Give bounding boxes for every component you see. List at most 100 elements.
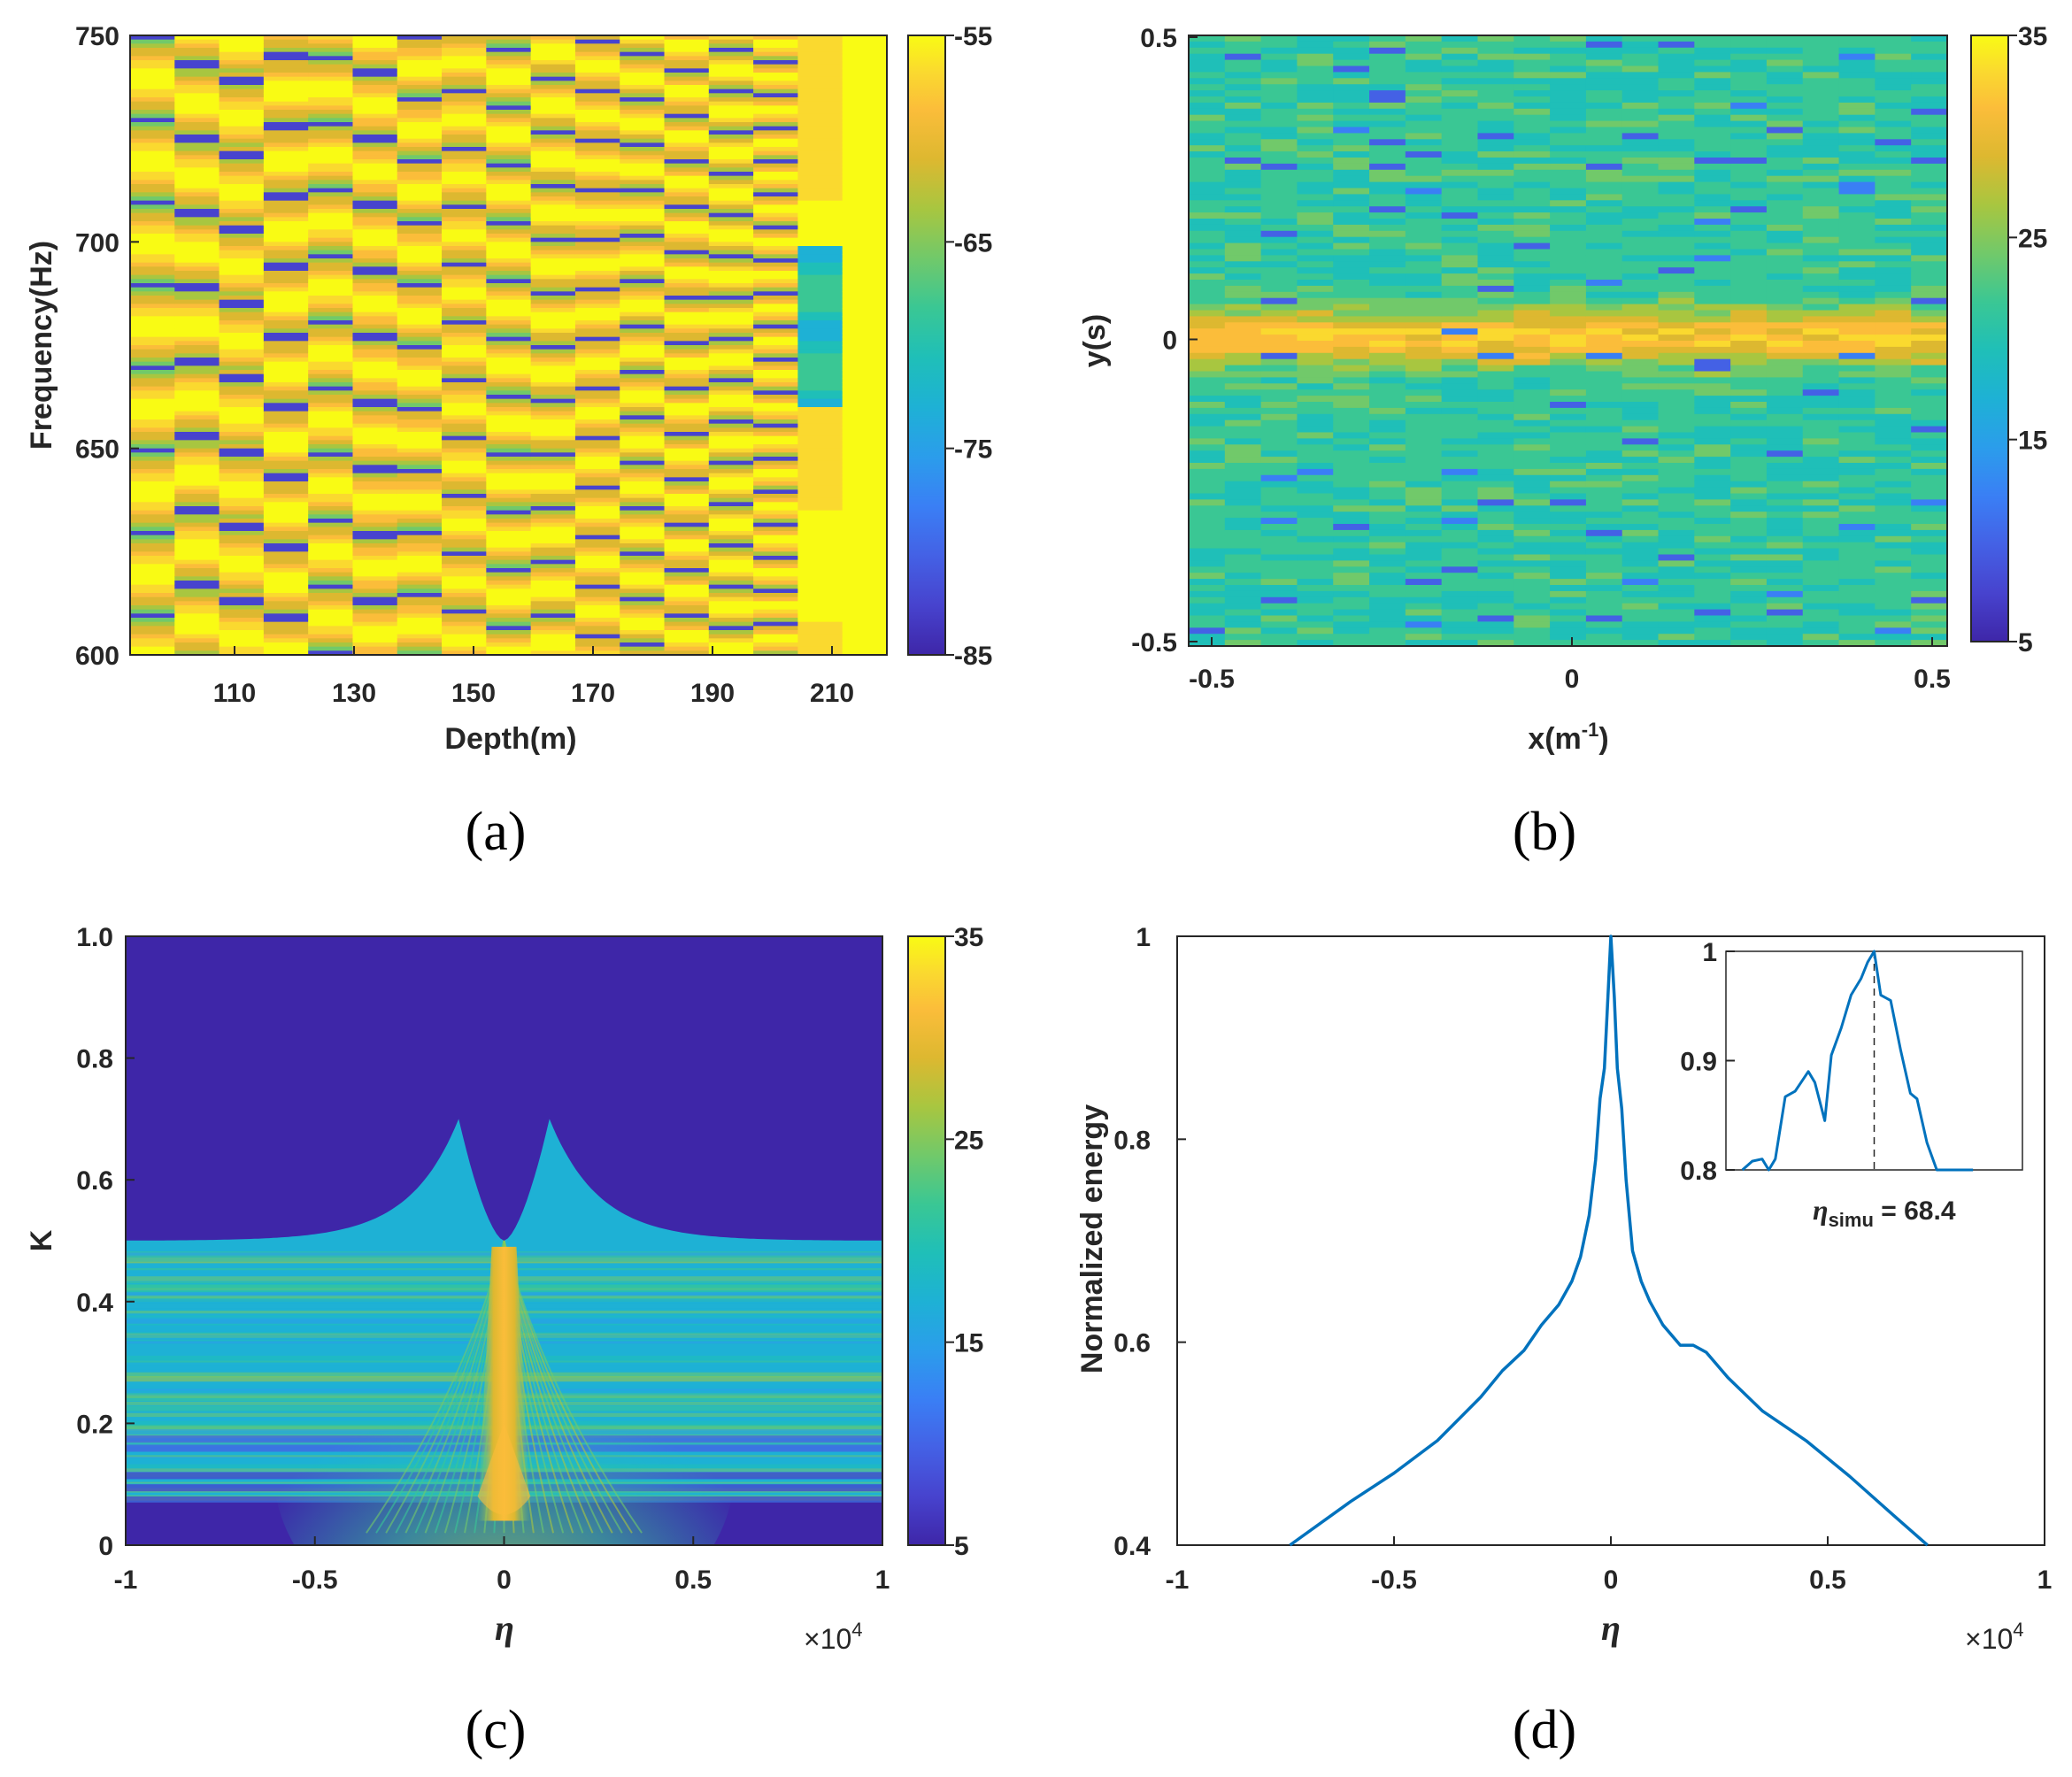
heatmap-cell <box>1585 560 1623 567</box>
heatmap-cell <box>1694 145 1731 152</box>
heatmap-cell <box>1730 426 1768 434</box>
heatmap-cell <box>1875 236 1912 244</box>
heatmap-cell <box>842 296 888 301</box>
heatmap-cell <box>797 296 843 301</box>
heatmap-cell <box>842 473 888 478</box>
heatmap-cell <box>263 407 309 412</box>
heatmap-cell <box>708 192 754 197</box>
heatmap-cell <box>797 581 843 586</box>
heatmap-cell <box>842 349 888 354</box>
heatmap-cell <box>1911 188 1948 195</box>
heatmap-cell <box>1766 573 1804 580</box>
heatmap-cell <box>1658 188 1695 195</box>
heatmap-cell <box>1766 139 1804 146</box>
heatmap-cell <box>1477 304 1514 312</box>
heatmap-cell <box>842 93 888 98</box>
heatmap-cell <box>574 76 620 81</box>
heatmap-cell <box>130 200 175 205</box>
heatmap-cell <box>708 535 754 540</box>
heatmap-cell <box>753 43 799 49</box>
heatmap-cell <box>486 229 532 235</box>
heatmap-cell <box>1730 297 1768 305</box>
heatmap-cell <box>442 522 487 527</box>
heatmap-cell <box>1911 481 1948 488</box>
heatmap-cell <box>130 258 175 264</box>
heatmap-cell <box>842 279 888 284</box>
heatmap-cell <box>486 457 532 462</box>
heatmap-cell <box>1911 444 1948 451</box>
heatmap-cell <box>1405 163 1443 171</box>
heatmap-cell <box>664 370 710 375</box>
heatmap-cell <box>397 316 443 321</box>
heatmap-cell <box>664 204 710 210</box>
heatmap-cell <box>753 312 799 317</box>
heatmap-cell <box>753 473 799 478</box>
heatmap-cell <box>1730 419 1768 427</box>
heatmap-cell <box>1297 603 1334 611</box>
heatmap-cell <box>1333 419 1370 427</box>
heatmap-cell <box>574 212 620 218</box>
heatmap-cell <box>530 209 576 214</box>
heatmap-cell <box>1441 438 1479 445</box>
heatmap-cell <box>1838 529 1876 537</box>
heatmap-cell <box>308 316 354 321</box>
heatmap-cell <box>308 497 354 503</box>
heatmap-cell <box>1585 267 1623 274</box>
heatmap-cell <box>620 411 666 416</box>
heatmap-cell <box>352 415 398 420</box>
heatmap-cell <box>442 378 487 383</box>
heatmap-cell <box>1875 230 1912 238</box>
heatmap-cell <box>664 147 710 152</box>
heatmap-cell <box>1911 133 1948 140</box>
heatmap-cell <box>263 638 309 643</box>
heatmap-cell <box>1802 297 1840 305</box>
heatmap-cell <box>842 621 888 627</box>
heatmap-cell <box>397 299 443 304</box>
heatmap-cell <box>442 204 487 210</box>
heatmap-cell <box>1369 219 1406 226</box>
heatmap-cell <box>1189 487 1226 495</box>
heatmap-cell <box>842 481 888 487</box>
heatmap-cell <box>1911 432 1948 439</box>
heatmap-cell <box>308 163 354 168</box>
heatmap-cell <box>1405 267 1443 274</box>
heatmap-cell <box>1585 236 1623 244</box>
heatmap-cell <box>263 126 309 131</box>
heatmap-cell <box>1369 499 1406 506</box>
heatmap-cell <box>1297 151 1334 158</box>
heatmap-cell <box>219 407 265 412</box>
heatmap-cell <box>219 48 265 53</box>
heatmap-cell <box>708 588 754 594</box>
heatmap-cell <box>352 258 398 264</box>
heatmap-cell <box>263 423 309 428</box>
heatmap-cell <box>1585 188 1623 195</box>
heatmap-cell <box>1802 158 1840 165</box>
heatmap-cell <box>263 246 309 251</box>
heatmap-cell <box>842 291 888 296</box>
heatmap-cell <box>174 584 220 589</box>
heatmap-cell <box>574 576 620 581</box>
heatmap-cell <box>219 613 265 619</box>
heatmap-cell <box>1875 35 1912 42</box>
heatmap-cell <box>530 457 576 462</box>
heatmap-cell <box>442 457 487 462</box>
heatmap-cell <box>1333 438 1370 445</box>
heatmap-cell <box>442 209 487 214</box>
heatmap-cell <box>797 135 843 140</box>
heatmap-cell <box>308 646 354 651</box>
heatmap-cell <box>1260 158 1298 165</box>
heatmap-cell <box>1514 554 1551 561</box>
heatmap-cell <box>308 122 354 127</box>
heatmap-cell <box>1730 609 1768 617</box>
heatmap-cell <box>1369 450 1406 458</box>
heatmap-cell <box>842 581 888 586</box>
heatmap-cell <box>708 618 754 623</box>
heatmap-cell <box>620 320 666 326</box>
heatmap-cell <box>574 291 620 296</box>
heatmap-cell <box>1621 280 1660 287</box>
heatmap-cell <box>753 373 799 379</box>
heatmap-cell <box>664 274 710 280</box>
heatmap-cell <box>219 349 265 354</box>
heatmap-cell <box>1911 529 1948 537</box>
heatmap-cell <box>1766 120 1804 128</box>
